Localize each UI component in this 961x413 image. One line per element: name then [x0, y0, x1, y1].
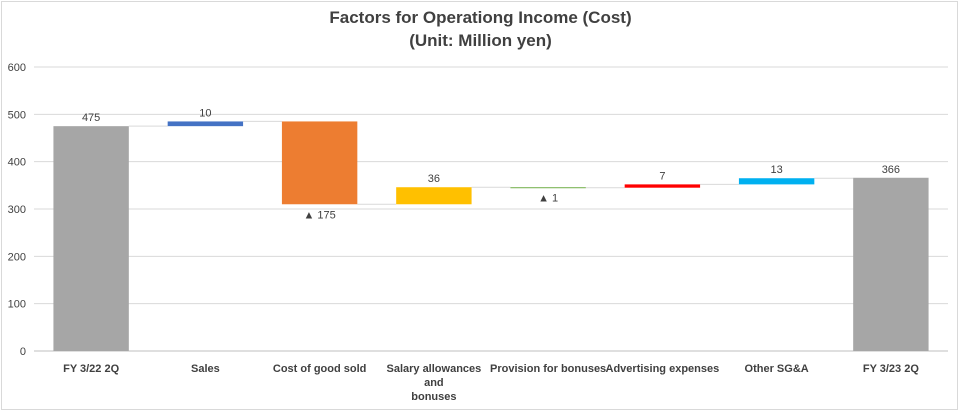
y-tick-label: 0: [20, 346, 26, 358]
bar: [853, 177, 929, 351]
y-tick-label: 200: [8, 251, 26, 263]
y-tick-label: 500: [8, 109, 26, 121]
chart-title: Factors for Operationg Income (Cost): [329, 8, 632, 27]
x-tick-label: and: [424, 377, 444, 389]
chart-subtitle: (Unit: Million yen): [409, 31, 552, 50]
data-label: ▲ 175: [303, 209, 335, 221]
bar: [53, 126, 129, 352]
x-tick-label: bonuses: [411, 391, 456, 403]
bar: [738, 178, 815, 185]
data-label: 10: [199, 107, 211, 119]
data-label: 36: [428, 173, 440, 185]
y-tick-label: 300: [8, 204, 26, 216]
bar: [396, 187, 472, 205]
data-label: ▲ 1: [538, 193, 558, 205]
bar: [281, 121, 358, 205]
x-tick-label: Other SG&A: [745, 363, 809, 375]
data-label: 475: [82, 112, 100, 124]
x-tick-label: Cost of good sold: [273, 363, 366, 375]
x-tick-label: Sales: [191, 363, 220, 375]
bar: [624, 184, 701, 188]
x-tick-label: Advertising expenses: [606, 363, 720, 375]
data-label: 13: [771, 164, 783, 176]
y-tick-label: 400: [8, 157, 26, 169]
bar: [510, 187, 586, 189]
y-tick-label: 100: [8, 299, 26, 311]
data-label: 7: [659, 170, 665, 182]
x-tick-label: Salary allowances: [386, 363, 481, 375]
x-tick-label: FY 3/22 2Q: [63, 363, 119, 375]
x-tick-label: Provision for bonuses: [490, 363, 606, 375]
bar: [167, 121, 244, 127]
x-tick-label: FY 3/23 2Q: [863, 363, 919, 375]
y-tick-label: 600: [8, 62, 26, 74]
data-label: 366: [882, 164, 900, 176]
